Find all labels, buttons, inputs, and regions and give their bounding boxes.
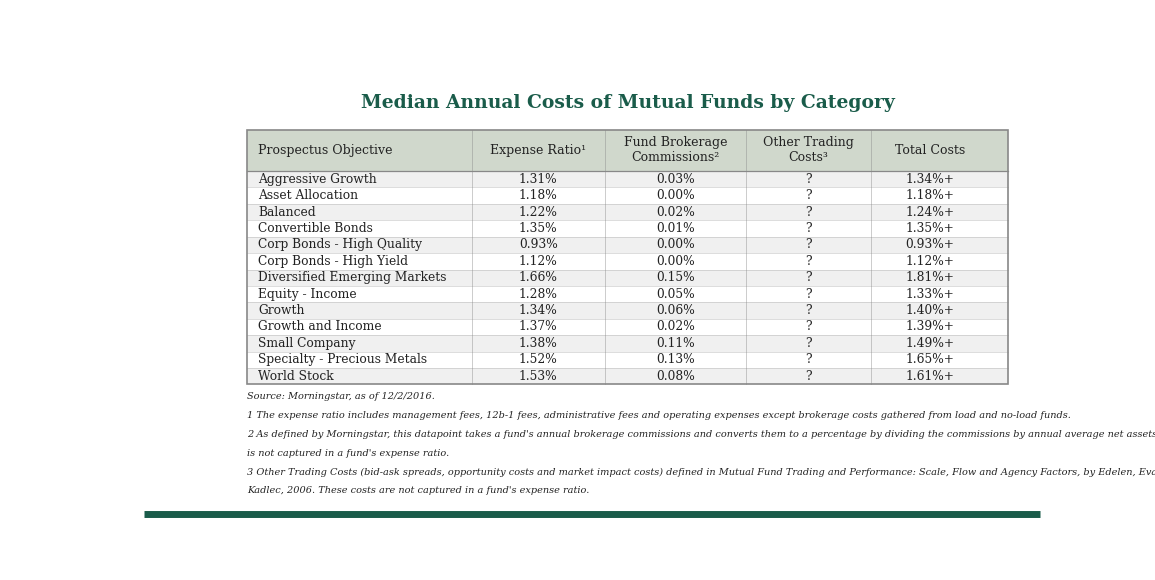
Text: 1.38%: 1.38% [519, 337, 558, 350]
Text: 1.34%: 1.34% [519, 304, 558, 317]
Bar [247, 351, 1008, 368]
Text: ?: ? [805, 189, 812, 202]
Bar [247, 368, 1008, 385]
Text: Kadlec, 2006. These costs are not captured in a fund's expense ratio.: Kadlec, 2006. These costs are not captur… [247, 486, 590, 495]
Text: 0.02%: 0.02% [656, 321, 694, 333]
Text: 2 As defined by Morningstar, this datapoint takes a fund's annual brokerage comm: 2 As defined by Morningstar, this datapo… [247, 430, 1155, 439]
Text: 0.00%: 0.00% [656, 238, 694, 251]
Bar [247, 130, 1008, 171]
Text: Other Trading
Costs³: Other Trading Costs³ [763, 136, 854, 165]
Text: 1.33%+: 1.33%+ [906, 288, 954, 300]
Text: World Stock: World Stock [258, 369, 334, 383]
Bar [247, 319, 1008, 335]
Text: ?: ? [805, 271, 812, 284]
Text: Diversified Emerging Markets: Diversified Emerging Markets [258, 271, 447, 284]
Bar [247, 302, 1008, 319]
Text: ?: ? [805, 173, 812, 186]
Bar [247, 270, 1008, 286]
Text: 0.11%: 0.11% [656, 337, 694, 350]
Text: 1.12%: 1.12% [519, 255, 558, 268]
Text: 1.34%+: 1.34%+ [906, 173, 955, 186]
Text: 1 The expense ratio includes management fees, 12b-1 fees, administrative fees an: 1 The expense ratio includes management … [247, 411, 1071, 420]
Text: ?: ? [805, 255, 812, 268]
Text: Expense Ratio¹: Expense Ratio¹ [490, 144, 587, 157]
Text: ?: ? [805, 238, 812, 251]
Text: Aggressive Growth: Aggressive Growth [258, 173, 377, 186]
Bar [247, 286, 1008, 302]
Text: ?: ? [805, 369, 812, 383]
Text: 0.00%: 0.00% [656, 255, 694, 268]
Text: 1.65%+: 1.65%+ [906, 353, 955, 367]
Text: Small Company: Small Company [258, 337, 356, 350]
Text: 1.81%+: 1.81%+ [906, 271, 955, 284]
Text: 0.00%: 0.00% [656, 189, 694, 202]
Bar [247, 204, 1008, 220]
Text: Specialty - Precious Metals: Specialty - Precious Metals [258, 353, 427, 367]
Text: 1.52%: 1.52% [519, 353, 558, 367]
Text: 3 Other Trading Costs (bid-ask spreads, opportunity costs and market impact cost: 3 Other Trading Costs (bid-ask spreads, … [247, 467, 1155, 477]
Text: 1.40%+: 1.40%+ [906, 304, 955, 317]
Text: 0.08%: 0.08% [656, 369, 694, 383]
Text: Prospectus Objective: Prospectus Objective [258, 144, 393, 157]
Text: Growth and Income: Growth and Income [258, 321, 381, 333]
Text: ?: ? [805, 353, 812, 367]
Bar [247, 187, 1008, 204]
Text: 0.13%: 0.13% [656, 353, 694, 367]
Bar [247, 171, 1008, 187]
Text: ?: ? [805, 222, 812, 235]
Text: 0.93%+: 0.93%+ [906, 238, 955, 251]
Text: Median Annual Costs of Mutual Funds by Category: Median Annual Costs of Mutual Funds by C… [360, 94, 895, 112]
Text: 1.12%+: 1.12%+ [906, 255, 955, 268]
Text: Equity - Income: Equity - Income [258, 288, 357, 300]
Text: 0.03%: 0.03% [656, 173, 694, 186]
Text: 0.15%: 0.15% [656, 271, 694, 284]
Text: Growth: Growth [258, 304, 305, 317]
Text: 1.22%: 1.22% [519, 205, 558, 219]
Text: ?: ? [805, 321, 812, 333]
Text: 1.28%: 1.28% [519, 288, 558, 300]
Text: 1.18%+: 1.18%+ [906, 189, 955, 202]
Text: Source: Morningstar, as of 12/2/2016.: Source: Morningstar, as of 12/2/2016. [247, 393, 435, 401]
Text: 1.31%: 1.31% [519, 173, 558, 186]
Text: Balanced: Balanced [258, 205, 315, 219]
Text: 0.05%: 0.05% [656, 288, 694, 300]
Text: 1.49%+: 1.49%+ [906, 337, 955, 350]
Text: 0.01%: 0.01% [656, 222, 694, 235]
Text: 1.18%: 1.18% [519, 189, 558, 202]
Text: ?: ? [805, 337, 812, 350]
Text: 0.93%: 0.93% [519, 238, 558, 251]
Text: 1.53%: 1.53% [519, 369, 558, 383]
Text: Convertible Bonds: Convertible Bonds [258, 222, 373, 235]
Text: Asset Allocation: Asset Allocation [258, 189, 358, 202]
Bar [247, 220, 1008, 237]
Text: Fund Brokerage
Commissions²: Fund Brokerage Commissions² [624, 136, 726, 165]
Text: ?: ? [805, 288, 812, 300]
Text: 1.61%+: 1.61%+ [906, 369, 955, 383]
Text: 1.35%: 1.35% [519, 222, 558, 235]
Text: ?: ? [805, 205, 812, 219]
Bar [247, 253, 1008, 270]
Text: Corp Bonds - High Quality: Corp Bonds - High Quality [258, 238, 422, 251]
Bar [247, 237, 1008, 253]
Text: 0.06%: 0.06% [656, 304, 694, 317]
Text: 1.39%+: 1.39%+ [906, 321, 955, 333]
Text: 1.37%: 1.37% [519, 321, 558, 333]
Text: Corp Bonds - High Yield: Corp Bonds - High Yield [258, 255, 408, 268]
Text: ?: ? [805, 304, 812, 317]
Text: 0.02%: 0.02% [656, 205, 694, 219]
Text: Total Costs: Total Costs [895, 144, 966, 157]
Text: 1.35%+: 1.35%+ [906, 222, 954, 235]
Bar [247, 335, 1008, 351]
Text: 1.66%: 1.66% [519, 271, 558, 284]
Text: is not captured in a fund's expense ratio.: is not captured in a fund's expense rati… [247, 449, 449, 458]
Text: 1.24%+: 1.24%+ [906, 205, 955, 219]
